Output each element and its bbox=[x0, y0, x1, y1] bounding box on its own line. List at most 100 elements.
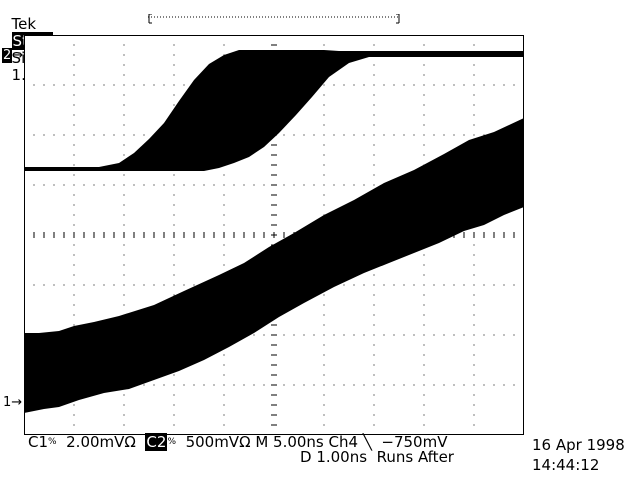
ch2-waveform bbox=[24, 50, 524, 171]
graticule-dot bbox=[423, 364, 425, 366]
graticule-dot bbox=[423, 414, 425, 416]
graticule-dot bbox=[173, 414, 175, 416]
graticule-dot bbox=[223, 424, 225, 426]
graticule-dot bbox=[403, 334, 405, 336]
graticule-dot bbox=[153, 384, 155, 386]
graticule-dot bbox=[123, 424, 125, 426]
graticule-dot bbox=[73, 274, 75, 276]
graticule-dot bbox=[223, 384, 225, 386]
graticule-dot bbox=[123, 124, 125, 126]
graticule-dot bbox=[353, 284, 355, 286]
graticule-dot bbox=[483, 384, 485, 386]
graticule-dot bbox=[73, 194, 75, 196]
graticule-dot bbox=[223, 414, 225, 416]
graticule-dot bbox=[243, 384, 245, 386]
graticule-dot bbox=[173, 244, 175, 246]
graticule-dot bbox=[373, 314, 375, 316]
graticule-dot bbox=[473, 364, 475, 366]
graticule-dot bbox=[173, 44, 175, 46]
graticule-dot bbox=[103, 134, 105, 136]
graticule-dot bbox=[473, 394, 475, 396]
graticule-dot bbox=[423, 314, 425, 316]
graticule-dot bbox=[423, 84, 425, 86]
graticule-dot bbox=[423, 344, 425, 346]
graticule-dot bbox=[303, 134, 305, 136]
graticule-dot bbox=[453, 334, 455, 336]
graticule-dot bbox=[113, 284, 115, 286]
graticule-dot bbox=[423, 304, 425, 306]
graticule-dot bbox=[223, 184, 225, 186]
graticule-dot bbox=[323, 204, 325, 206]
graticule-dot bbox=[373, 344, 375, 346]
brand-label: Tek bbox=[11, 15, 37, 33]
graticule-dot bbox=[503, 84, 505, 86]
graticule-dot bbox=[323, 344, 325, 346]
graticule-dot bbox=[393, 84, 395, 86]
graticule-dot bbox=[43, 184, 45, 186]
graticule-dot bbox=[423, 44, 425, 46]
graticule-dot bbox=[63, 134, 65, 136]
graticule-dot bbox=[73, 134, 75, 136]
graticule-dot bbox=[343, 84, 345, 86]
graticule-dot bbox=[63, 184, 65, 186]
graticule-dot bbox=[173, 294, 175, 296]
graticule-dot bbox=[253, 184, 255, 186]
ch1-coupling-mark: % bbox=[48, 437, 57, 447]
graticule-dot bbox=[463, 84, 465, 86]
graticule-dot bbox=[223, 204, 225, 206]
ch1-label: C1 bbox=[28, 433, 49, 451]
graticule-dot bbox=[323, 194, 325, 196]
graticule-dot bbox=[373, 374, 375, 376]
graticule-dot bbox=[433, 84, 435, 86]
graticule-dot bbox=[343, 284, 345, 286]
graticule-dot bbox=[173, 74, 175, 76]
graticule-dot bbox=[93, 184, 95, 186]
graticule-dot bbox=[383, 384, 385, 386]
graticule-dot bbox=[173, 284, 175, 286]
graticule-dot bbox=[473, 84, 475, 86]
graticule-dot bbox=[33, 284, 35, 286]
graticule-dot bbox=[33, 84, 35, 86]
graticule-dot bbox=[363, 284, 365, 286]
ch1-marker-label: 1 bbox=[3, 395, 12, 410]
graticule-dot bbox=[103, 284, 105, 286]
graticule-dot bbox=[133, 184, 135, 186]
graticule-dot bbox=[353, 384, 355, 386]
graticule-dot bbox=[123, 284, 125, 286]
graticule-dot bbox=[173, 214, 175, 216]
graticule-dot bbox=[453, 84, 455, 86]
ch2-scale: 500mVΩ bbox=[185, 433, 251, 451]
graticule-dot bbox=[323, 174, 325, 176]
graticule-dot bbox=[513, 84, 515, 86]
graticule-dot bbox=[173, 104, 175, 106]
graticule-dot bbox=[423, 284, 425, 286]
graticule-dot bbox=[353, 134, 355, 136]
graticule-dot bbox=[373, 64, 375, 66]
graticule-dot bbox=[323, 374, 325, 376]
ch1-ground-marker: 1→ bbox=[3, 396, 22, 410]
delay-timebase: D 1.00ns bbox=[300, 448, 368, 466]
graticule-dot bbox=[363, 384, 365, 386]
graticule-dot bbox=[183, 84, 185, 86]
graticule-dot bbox=[423, 294, 425, 296]
graticule-dot bbox=[373, 164, 375, 166]
graticule-dot bbox=[283, 334, 285, 336]
graticule-dot bbox=[413, 84, 415, 86]
graticule-dot bbox=[73, 84, 75, 86]
graticule-dot bbox=[83, 84, 85, 86]
graticule-dot bbox=[143, 134, 145, 136]
graticule-dot bbox=[353, 84, 355, 86]
graticule-dot bbox=[163, 184, 165, 186]
graticule-dot bbox=[223, 224, 225, 226]
graticule-dot bbox=[133, 134, 135, 136]
arrow-right-icon: → bbox=[11, 395, 23, 410]
graticule-dot bbox=[473, 304, 475, 306]
graticule-dot bbox=[223, 214, 225, 216]
graticule-dot bbox=[73, 304, 75, 306]
graticule-dot bbox=[373, 384, 375, 386]
graticule-dot bbox=[343, 384, 345, 386]
ch2-coupling-mark: % bbox=[167, 437, 177, 447]
graticule-dot bbox=[73, 164, 75, 166]
graticule-dot bbox=[373, 284, 375, 286]
graticule-dot bbox=[373, 174, 375, 176]
